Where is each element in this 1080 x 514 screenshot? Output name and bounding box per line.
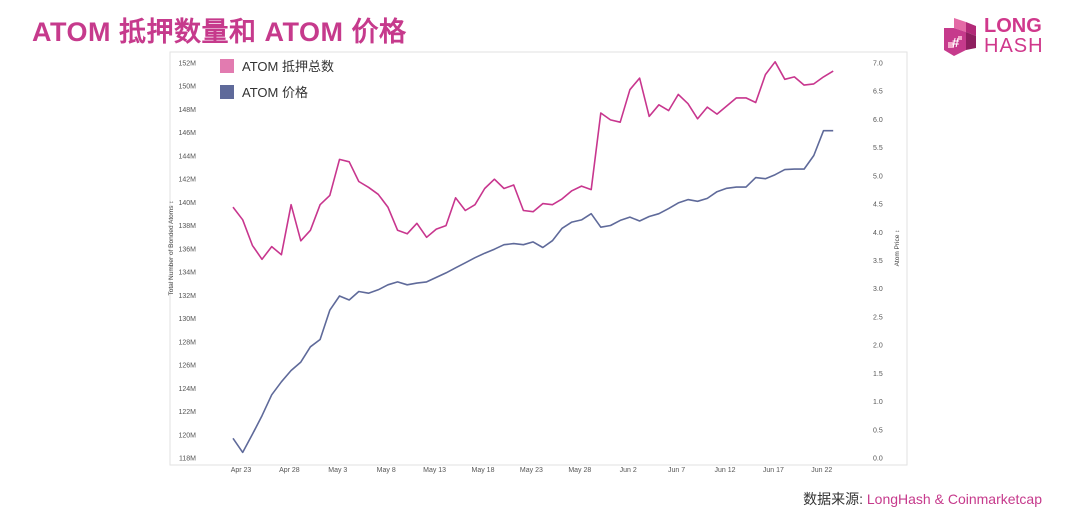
x-tick-label: Jun 17 — [763, 467, 784, 474]
x-tick-label: May 23 — [520, 467, 543, 474]
right-tick-label: 0.0 — [873, 456, 883, 463]
x-tick-label: Jun 7 — [668, 467, 685, 474]
legend-label-bonded: ATOM 抵押总数 — [242, 59, 334, 74]
series-lines — [232, 60, 834, 454]
right-tick-label: 3.0 — [873, 286, 883, 293]
right-tick-label: 0.5 — [873, 427, 883, 434]
left-tick-label: 120M — [178, 432, 196, 439]
legend-swatch-bonded — [220, 59, 234, 73]
left-tick-label: 132M — [178, 293, 196, 300]
x-tick-label: May 3 — [328, 467, 347, 474]
right-tick-label: 6.0 — [873, 117, 883, 124]
left-tick-label: 146M — [178, 130, 196, 137]
right-tick-label: 6.5 — [873, 89, 883, 96]
right-axis-ticks: 0.0 0.5 1.0 1.5 2.0 2.5 3.0 3.5 4.0 4.5 5.0 5.5 6.0 6… — [873, 61, 883, 463]
right-tick-label: 1.0 — [873, 399, 883, 406]
longhash-logo: # LONG HASH — [940, 14, 1060, 64]
left-axis-ticks: 118M 120M 122M 124M 126M 128M 130M 132M 134M 136M… — [178, 61, 196, 463]
left-tick-label: 152M — [178, 61, 196, 68]
left-tick-label: 144M — [178, 153, 196, 160]
x-tick-label: May 8 — [377, 467, 396, 474]
page-title: ATOM 抵押数量和 ATOM 价格 — [32, 17, 407, 47]
right-tick-label: 7.0 — [873, 61, 883, 68]
data-source: 数据来源: LongHash & Coinmarketcap — [803, 489, 1042, 509]
right-tick-label: 3.5 — [873, 258, 883, 265]
longhash-cube-icon: # — [944, 18, 976, 56]
right-tick-label: 4.5 — [873, 202, 883, 209]
x-tick-label: Apr 28 — [279, 467, 300, 474]
source-brand: LongHash & Coinmarketcap — [866, 491, 1042, 507]
legend: ATOM 抵押总数 ATOM 价格 — [220, 59, 334, 100]
plot-frame — [169, 51, 908, 466]
left-tick-label: 128M — [178, 339, 196, 346]
left-tick-label: 130M — [178, 316, 196, 323]
left-tick-label: 148M — [178, 107, 196, 114]
series-line-price — [232, 129, 834, 454]
x-tick-label: May 28 — [568, 467, 591, 474]
logo-text-long: LONG — [984, 15, 1042, 37]
x-tick-label: May 13 — [423, 467, 446, 474]
legend-swatch-price — [220, 85, 234, 99]
legend-label-price: ATOM 价格 — [242, 85, 308, 100]
left-tick-label: 140M — [178, 200, 196, 207]
logo-text-hash: HASH — [984, 35, 1044, 57]
right-tick-label: 1.5 — [873, 371, 883, 378]
left-axis-title: Total Number of Bonded Atoms ↕ — [168, 200, 175, 295]
left-tick-label: 134M — [178, 270, 196, 277]
left-tick-label: 142M — [178, 177, 196, 184]
x-tick-label: Jun 22 — [811, 467, 832, 474]
left-tick-label: 124M — [178, 386, 196, 393]
x-tick-label: Jun 12 — [714, 467, 735, 474]
left-tick-label: 136M — [178, 246, 196, 253]
x-tick-label: Apr 23 — [231, 467, 252, 474]
x-axis-ticks: Apr 23 Apr 28 May 3 May 8 May 13 May 18 May 23… — [231, 467, 833, 474]
svg-text:#: # — [952, 35, 960, 50]
series-line-bonded — [232, 60, 834, 261]
right-tick-label: 4.0 — [873, 230, 883, 237]
right-tick-label: 5.0 — [873, 173, 883, 180]
x-tick-label: Jun 2 — [620, 467, 637, 474]
left-tick-label: 126M — [178, 363, 196, 370]
right-axis-title: Atom Price ↕ — [894, 230, 901, 267]
left-tick-label: 122M — [178, 409, 196, 416]
right-tick-label: 2.5 — [873, 314, 883, 321]
right-tick-label: 2.0 — [873, 343, 883, 350]
left-tick-label: 138M — [178, 223, 196, 230]
left-tick-label: 118M — [179, 456, 196, 463]
left-tick-label: 150M — [178, 84, 196, 91]
source-prefix: 数据来源: — [803, 491, 867, 507]
right-tick-label: 5.5 — [873, 145, 883, 152]
x-tick-label: May 18 — [472, 467, 495, 474]
